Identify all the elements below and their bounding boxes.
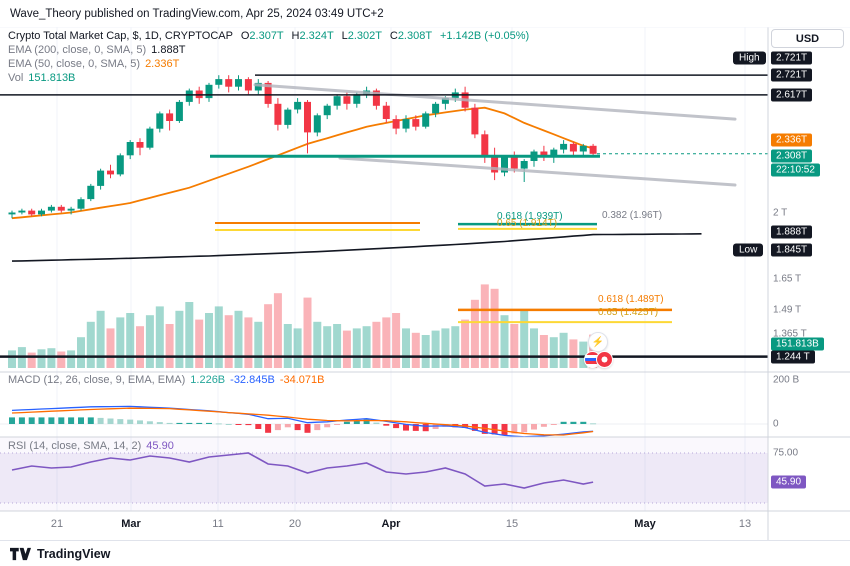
fib-label: 0.618 (1.489T) — [598, 294, 664, 305]
price-axis-label: 1.365 T — [773, 328, 807, 339]
close-value: 2.308T — [397, 30, 432, 42]
price-axis-label: 2 T — [773, 207, 788, 218]
low-value: 2.302T — [347, 30, 382, 42]
tradingview-logo-icon[interactable] — [10, 547, 31, 561]
price-axis-badge: 2.721T — [771, 68, 813, 82]
macd-signal-value: -34.071B — [279, 374, 325, 386]
rsi-params: RSI (14, close, SMA, 14, 2) — [8, 440, 142, 452]
ema200-legend-row[interactable]: EMA (200, close, 0, SMA, 5) 1.888T — [8, 44, 529, 57]
high-label: H — [291, 30, 300, 42]
ema200-line — [11, 233, 702, 262]
time-axis-label: 21 — [50, 518, 64, 530]
time-axis-label: 11 — [212, 518, 224, 530]
symbol-legend-row[interactable]: Crypto Total Market Cap, $, 1D, CRYPTOCA… — [8, 30, 529, 43]
publish-text: Wave_Theory published on TradingView.com… — [10, 7, 384, 20]
time-axis-label: Apr — [381, 518, 401, 530]
open-value: 2.307T — [249, 30, 284, 42]
price-axis-label: 1.65 T — [773, 273, 802, 285]
trendline — [338, 156, 737, 187]
macd-line-value: -32.845B — [230, 374, 275, 386]
fib-label: 0.618 (1.939T) — [497, 211, 563, 222]
macd-params: MACD (12, 26, close, 9, EMA, EMA) — [8, 374, 186, 386]
rsi-value: 45.90 — [146, 440, 174, 452]
macd-hist-value: 1.226B — [190, 374, 226, 386]
price-axis-badge: 1.888T — [771, 225, 813, 239]
open-label: O — [240, 30, 250, 42]
ema50-legend-row[interactable]: EMA (50, close, 0, SMA, 5) 2.336T — [8, 58, 529, 71]
high-value: 2.324T — [299, 30, 334, 42]
change-value: +1.142B (+0.05%) — [439, 30, 530, 42]
chart-legend: Crypto Total Market Cap, $, 1D, CRYPTOCA… — [8, 30, 529, 86]
boost-lightning-icon[interactable]: ⚡ — [588, 332, 608, 352]
low-label: L — [341, 30, 348, 42]
ema200-value: 1.888T — [151, 44, 186, 56]
price-axis-label: 200 B — [773, 374, 800, 386]
reaction-emoji-icons[interactable] — [584, 351, 613, 368]
time-axis-label: 15 — [505, 518, 519, 530]
price-axis-label: 0 — [773, 418, 779, 430]
ema50-line — [11, 106, 594, 220]
symbol-title: Crypto Total Market Cap, $, 1D, CRYPTOCA… — [8, 30, 233, 42]
ema200-params: EMA (200, close, 0, SMA, 5) — [8, 44, 147, 56]
macd-signal-line — [11, 407, 594, 436]
price-axis-badge: 2.617T — [771, 88, 813, 102]
volume-value: 151.813B — [28, 72, 76, 84]
time-axis-label: May — [634, 518, 656, 530]
price-axis-badge: 1.845T — [771, 243, 813, 257]
price-axis-badge: 2.336T — [771, 133, 813, 147]
price-axis-badge: 2.308T — [771, 149, 813, 163]
price-axis-label: 75.00 — [773, 447, 799, 459]
publish-bar: Wave_Theory published on TradingView.com… — [0, 0, 850, 27]
fib-label: 0.382 (1.96T) — [602, 210, 662, 221]
rsi-line — [11, 452, 594, 489]
volume-legend-row[interactable]: Vol 151.813B — [8, 72, 529, 85]
close-label: C — [389, 30, 398, 42]
price-axis-badge: 151.813B — [771, 337, 824, 351]
macd-histogram — [9, 417, 597, 435]
price-axis-badge: 22:10:52 — [771, 163, 820, 177]
volume-label: Vol — [8, 72, 24, 84]
reaction-dot-icon[interactable] — [596, 351, 613, 368]
macd-line — [11, 405, 594, 438]
fib-label: 0.65 (1.914T) — [497, 218, 557, 229]
ema50-value: 2.336T — [145, 58, 180, 70]
currency-button[interactable]: USD — [771, 29, 844, 48]
volume-bars — [8, 284, 598, 368]
time-axis-label: 13 — [738, 518, 752, 530]
time-axis-label: 20 — [288, 518, 302, 530]
trendline — [253, 83, 737, 121]
price-axis-label: 1.49 T — [773, 304, 802, 316]
footer-bar: TradingView — [0, 540, 850, 566]
tradingview-logo-text[interactable]: TradingView — [37, 546, 111, 561]
time-axis-label: Mar — [121, 518, 141, 530]
ema50-params: EMA (50, close, 0, SMA, 5) — [8, 58, 141, 70]
price-axis[interactable]: 2.721T 2.721T 2.617T 2.336T 2.308T 22:10:52 2 … — [768, 0, 850, 565]
price-axis-badge: 2.721T — [771, 51, 813, 65]
time-axis[interactable]: 21 Mar 11 20 Apr 15 May 13 — [0, 512, 768, 540]
price-axis-badge: 1.244 T — [771, 350, 815, 364]
macd-legend-row[interactable]: MACD (12, 26, close, 9, EMA, EMA) 1.226B -… — [8, 374, 324, 386]
rsi-legend-row[interactable]: RSI (14, close, SMA, 14, 2) 45.90 — [8, 440, 174, 452]
price-axis-badge: 45.90 — [771, 475, 807, 489]
fib-label: 0.65 (1.425T) — [598, 307, 658, 318]
